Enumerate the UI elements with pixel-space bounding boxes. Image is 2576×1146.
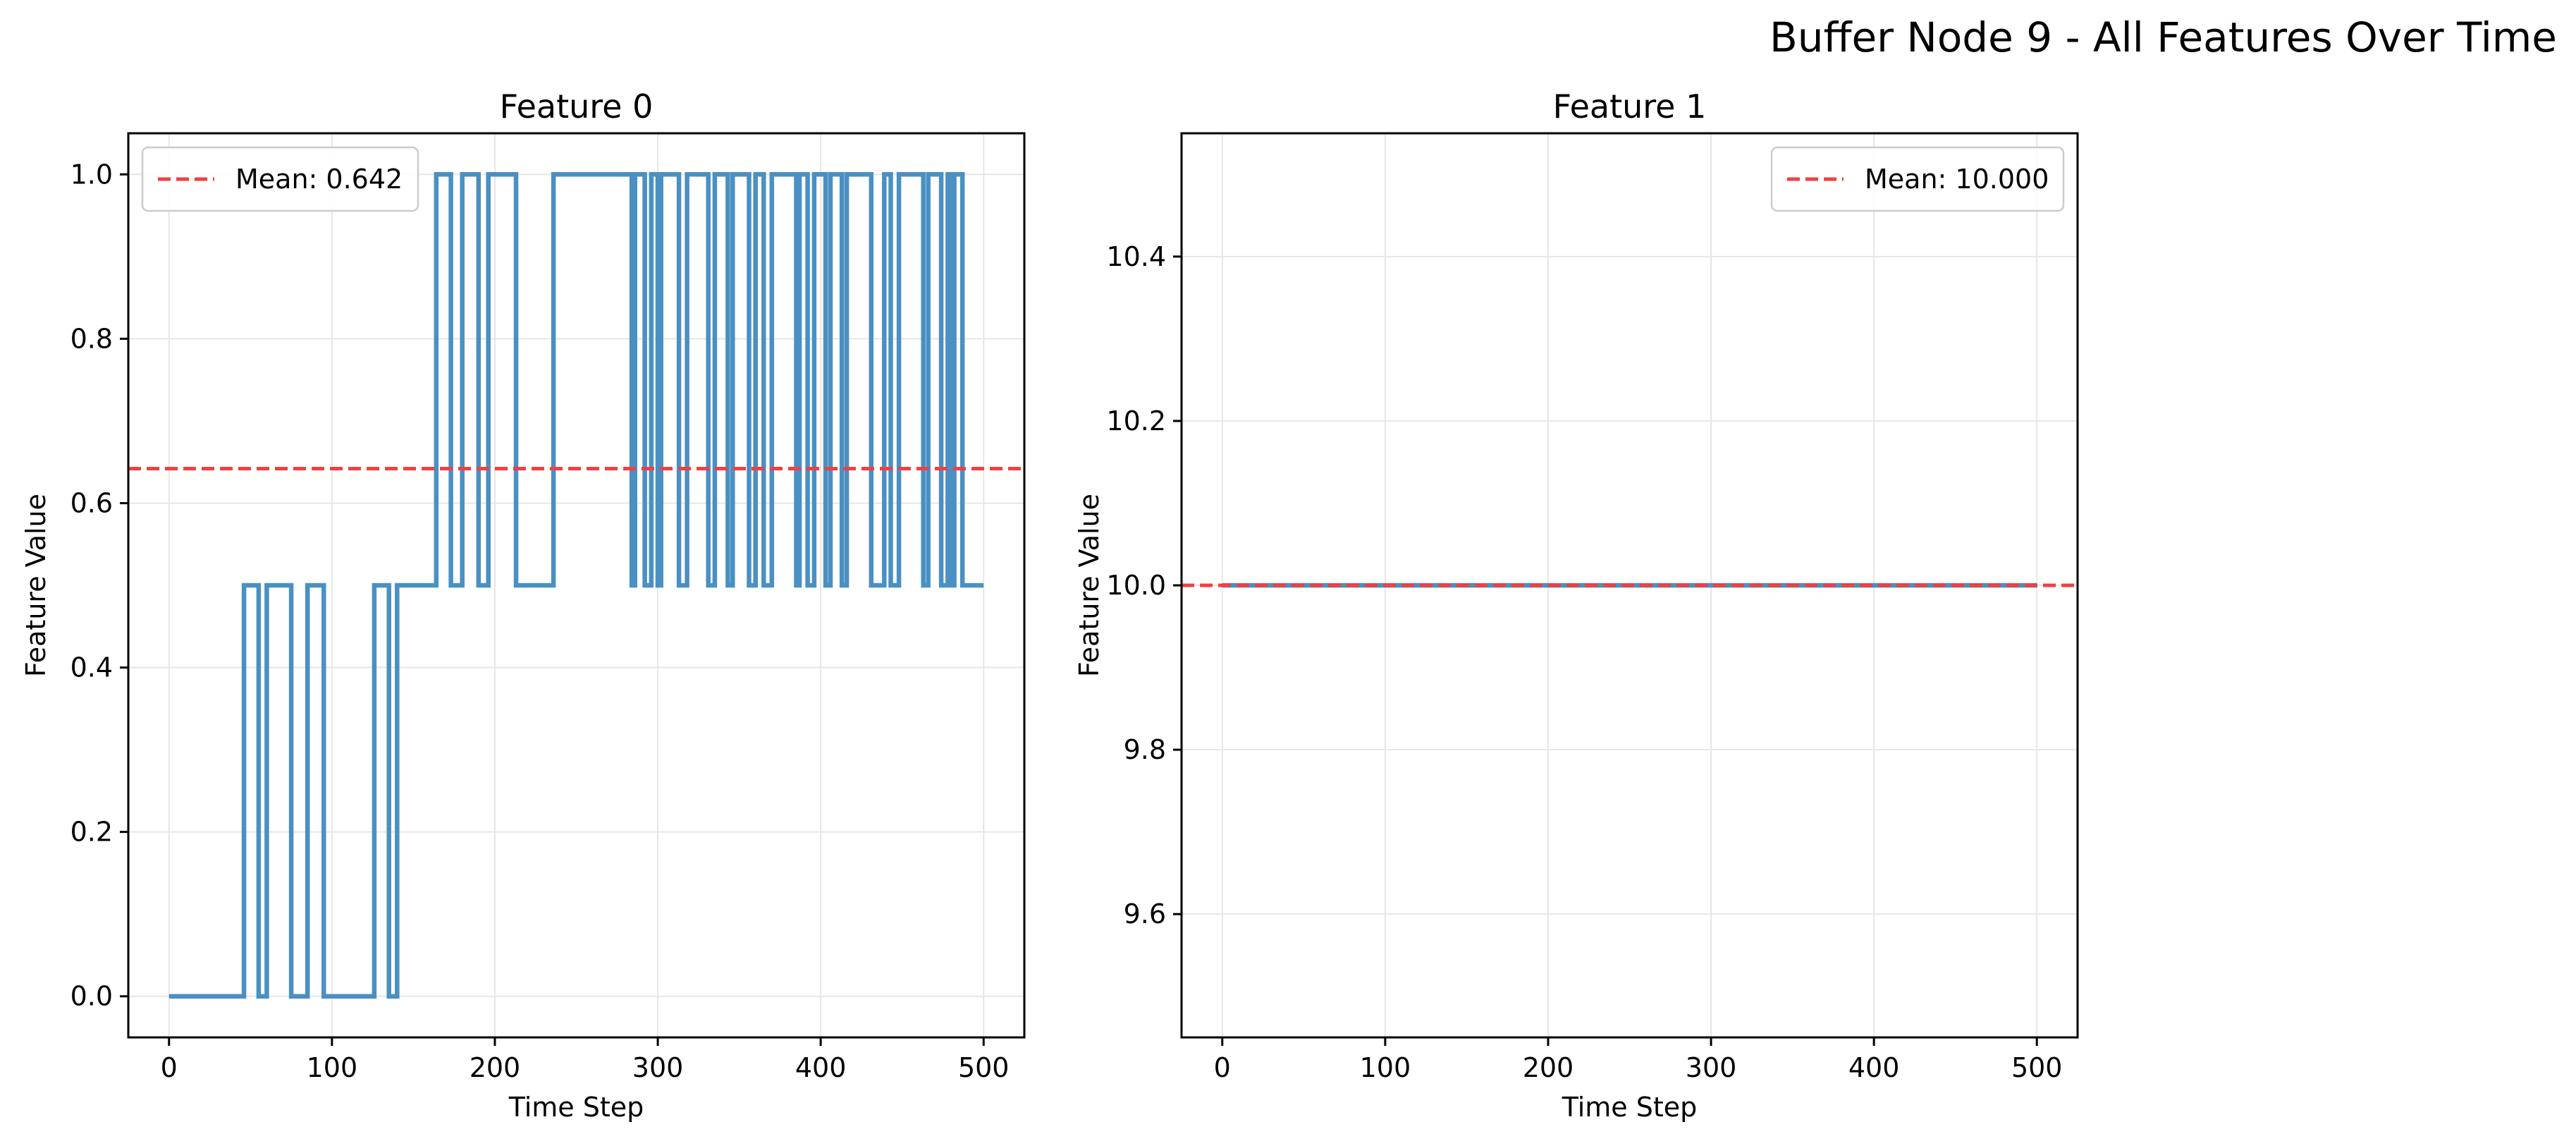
x-tick-label: 300 bbox=[632, 1052, 684, 1083]
x-axis-label: Time Step bbox=[1562, 1092, 1698, 1123]
y-tick-label: 10.4 bbox=[1106, 241, 1166, 272]
subplot-title: Feature 1 bbox=[1553, 87, 1707, 126]
y-tick-label: 1.0 bbox=[70, 159, 113, 190]
legend-label: Mean: 0.642 bbox=[235, 164, 403, 195]
figure-suptitle: Buffer Node 9 - All Features Over Time bbox=[1770, 13, 2557, 61]
y-tick-label: 9.6 bbox=[1124, 898, 1166, 929]
legend-box bbox=[1770, 146, 2065, 212]
y-tick-label: 0.0 bbox=[70, 981, 113, 1012]
series-line bbox=[168, 172, 984, 999]
subplot-feature-1: 0 100 200 300 400 500 9.6 9.8 10.0 10.2 10.4 Featur… bbox=[1074, 87, 2079, 1123]
y-tick-label: 0.2 bbox=[70, 817, 113, 848]
x-tick-label: 200 bbox=[470, 1052, 521, 1083]
y-tick-label: 0.8 bbox=[70, 323, 113, 354]
x-tick-label: 500 bbox=[2011, 1052, 2063, 1083]
legend-box bbox=[141, 146, 419, 212]
legend-label: Mean: 10.000 bbox=[1865, 164, 2049, 195]
x-tick-label: 0 bbox=[1214, 1052, 1231, 1083]
y-axis-label: Feature Value bbox=[20, 494, 51, 677]
x-axis-label: Time Step bbox=[508, 1092, 644, 1123]
subplot-title: Feature 0 bbox=[500, 87, 654, 126]
y-axis-label: Feature Value bbox=[1074, 494, 1105, 677]
subplot-feature-0: 0 100 200 300 400 500 0.0 0.2 0.4 0.6 0.8 1.0 Featur… bbox=[20, 87, 1026, 1123]
y-tick-label: 10.0 bbox=[1106, 570, 1166, 601]
y-tick-label: 9.8 bbox=[1124, 734, 1166, 765]
x-tick-label: 400 bbox=[795, 1052, 847, 1083]
legend: Mean: 10.000 bbox=[1770, 146, 2065, 212]
x-tick-label: 500 bbox=[958, 1052, 1010, 1083]
x-tick-label: 100 bbox=[307, 1052, 358, 1083]
y-tick-label: 0.4 bbox=[70, 652, 113, 683]
axes-frame bbox=[127, 132, 1026, 1039]
x-tick-label: 200 bbox=[1523, 1052, 1574, 1083]
x-tick-label: 300 bbox=[1686, 1052, 1737, 1083]
x-tick-label: 400 bbox=[1848, 1052, 1900, 1083]
x-tick-label: 0 bbox=[161, 1052, 178, 1083]
x-tick-label: 100 bbox=[1360, 1052, 1411, 1083]
y-tick-label: 0.6 bbox=[70, 487, 113, 518]
legend: Mean: 0.642 bbox=[141, 146, 419, 212]
y-tick-label: 10.2 bbox=[1106, 406, 1166, 437]
